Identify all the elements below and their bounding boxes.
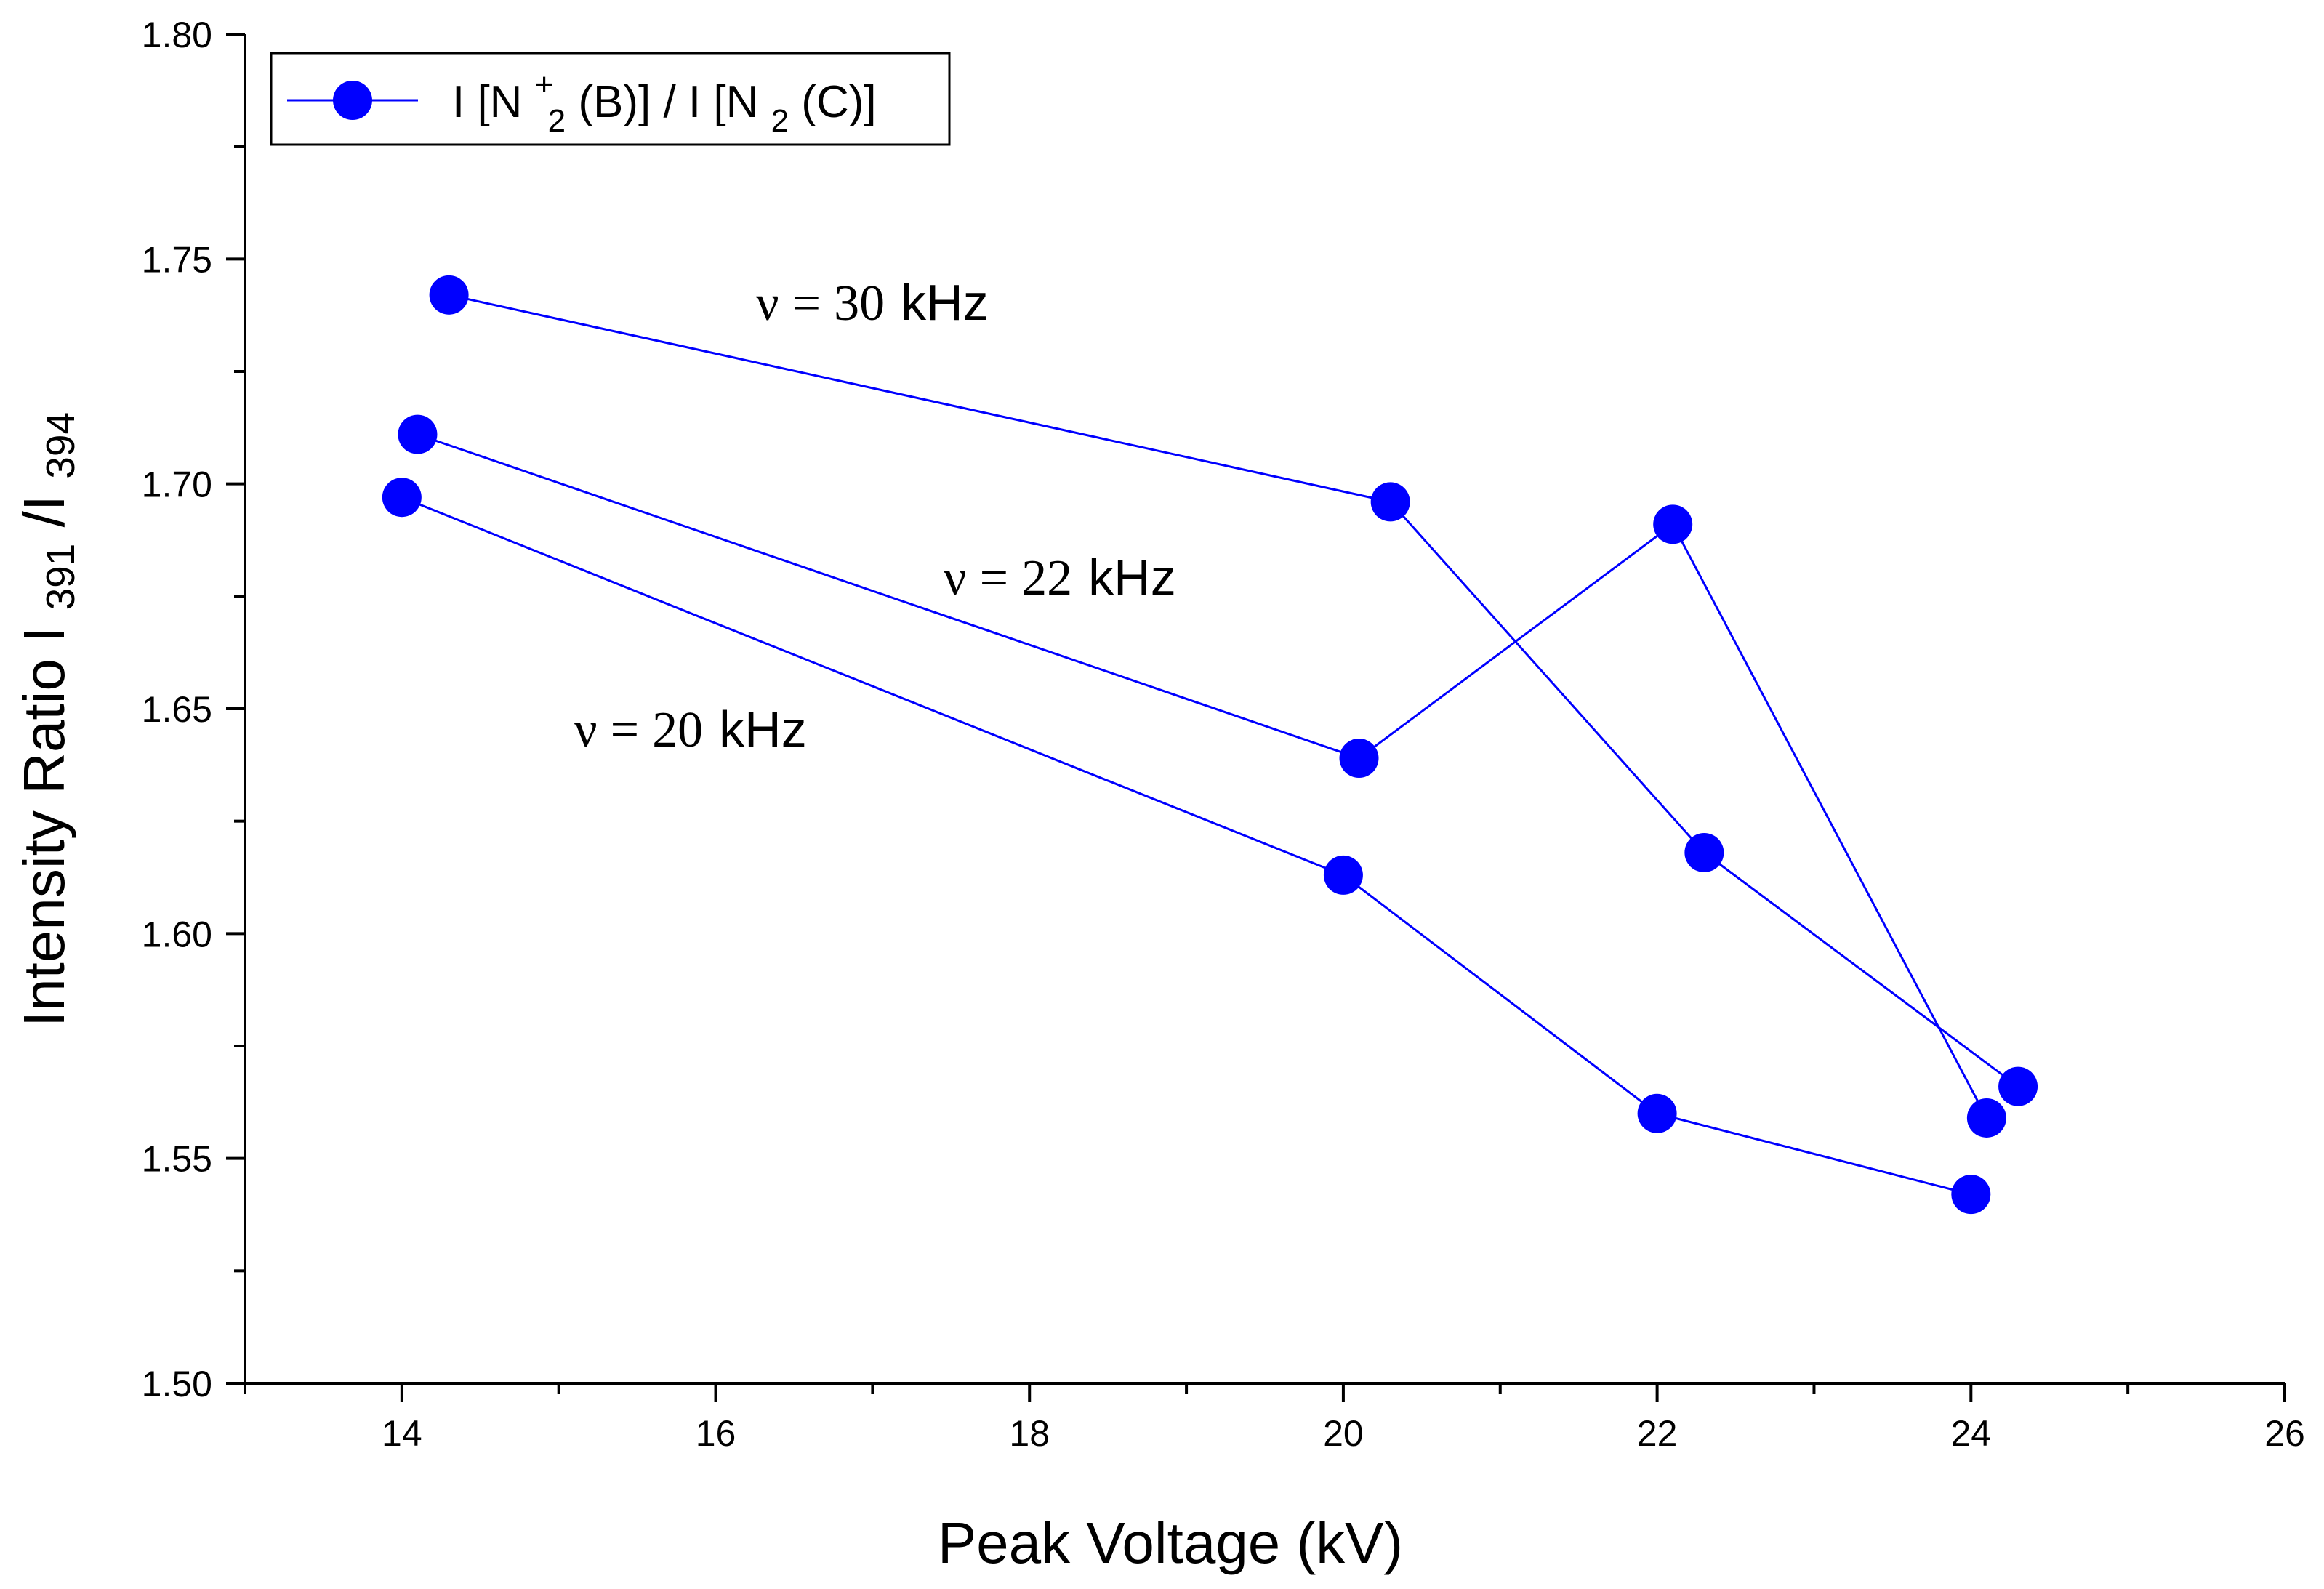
legend-label: I [N + 2 (B)] / I [N 2 (C)] [452,55,877,142]
data-point-20khz [1951,1175,1991,1215]
x-tick-label: 20 [1323,1413,1364,1454]
annotation-30khz: ν = 30 kHz [756,274,989,331]
data-point-30khz [1998,1066,2038,1106]
x-tick-label: 22 [1637,1413,1678,1454]
annotation-20khz-eq: = [611,702,639,758]
y-tick-label: 1.80 [142,15,212,55]
data-point-30khz [1684,832,1724,872]
data-point-30khz [429,275,469,315]
legend-label-mid: (B)] / I [N [578,77,758,127]
y-axis-title: Intensity Ratio I 391 /I 394 [12,412,87,1027]
annotations: ν = 30 kHz ν = 22 kHz ν = 20 kHz [574,274,1176,758]
series-layer [382,275,2038,1215]
data-point-20khz [1323,855,1363,895]
series-22khz [398,414,2006,1138]
x-tick-label: 26 [2264,1413,2305,1454]
legend-label-post: (C)] [801,77,876,127]
legend-label-pre: I [N [452,77,522,127]
annotation-20khz-nu: ν [574,702,598,758]
legend-marker [333,81,372,120]
x-tick-label: 18 [1009,1413,1050,1454]
legend-label-sub2: 2 [771,103,789,139]
series-line-30khz [449,294,2019,1087]
annotation-22khz-eq: = [980,550,1008,606]
tick-labels: 14 16 18 20 22 24 261.501.551.601.651.701.751.… [142,15,2305,1454]
legend-label-sub: 2 [548,103,566,139]
x-axis-title: Peak Voltage (kV) [938,1510,1403,1575]
legend: I [N + 2 (B)] / I [N 2 (C)] [270,52,951,146]
series-30khz [429,275,2038,1106]
annotation-22khz-unit: kHz [1088,549,1176,606]
annotation-20khz: ν = 20 kHz [574,701,807,758]
annotation-30khz-eq: = [792,275,821,331]
annotation-20khz-num: 20 [652,702,703,758]
data-point-22khz [1339,739,1379,779]
annotation-22khz: ν = 22 kHz [944,549,1176,606]
data-point-20khz [1637,1093,1677,1133]
y-tick-label: 1.65 [142,689,212,730]
annotation-30khz-nu: ν [756,275,779,331]
annotation-22khz-num: 22 [1021,550,1072,606]
data-point-20khz [382,478,422,518]
x-tick-label: 14 [382,1413,422,1454]
y-tick-label: 1.50 [142,1364,212,1404]
data-point-22khz [1653,504,1693,544]
data-point-22khz [398,414,438,454]
data-point-30khz [1370,482,1410,522]
series-line-20khz [401,496,1971,1196]
y-tick-label: 1.75 [142,239,212,280]
ticks [226,33,2286,1402]
legend-label-sup: + [535,67,554,102]
x-tick-label: 24 [1950,1413,1991,1454]
annotation-22khz-nu: ν [944,550,967,606]
series-20khz [382,478,1991,1215]
x-tick-label: 16 [696,1413,736,1454]
annotation-30khz-unit: kHz [901,274,989,331]
series-line-22khz [417,433,1988,1119]
data-point-22khz [1966,1098,2006,1138]
annotation-30khz-num: 30 [834,275,885,331]
y-tick-label: 1.60 [142,914,212,954]
y-axis-title-prefix: Intensity Ratio I [12,627,76,1027]
legend-box [270,52,951,146]
y-axis-title-sub1: 391 [38,544,83,611]
y-tick-label: 1.55 [142,1139,212,1180]
y-axis-title-sub2: 394 [38,412,83,479]
annotation-20khz-unit: kHz [719,701,807,757]
y-tick-label: 1.70 [142,464,212,505]
y-axis-title-mid: /I [12,495,76,527]
